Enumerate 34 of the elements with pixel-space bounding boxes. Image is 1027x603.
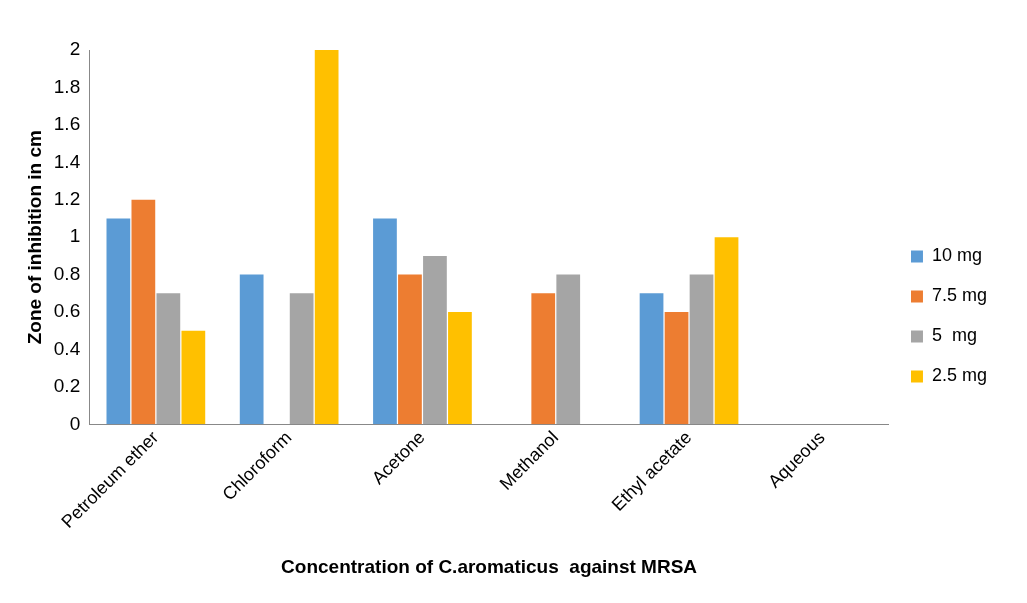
y-tick-label: 0.6 — [53, 300, 81, 322]
y-tick-label: 2 — [69, 38, 81, 60]
bar — [639, 293, 664, 425]
bar — [714, 237, 739, 425]
bar — [689, 274, 714, 425]
bar — [423, 255, 447, 425]
y-tick-label: 0 — [69, 412, 81, 434]
bar — [556, 274, 581, 425]
y-tick-label: 1.6 — [53, 113, 81, 135]
y-tick-label: 0.8 — [53, 262, 81, 284]
y-tick-label: 1.4 — [53, 150, 81, 172]
bar — [239, 274, 264, 425]
legend-label: 10 mg — [931, 245, 982, 266]
y-tick-label: 1.2 — [53, 187, 81, 209]
y-tick-label: 1 — [69, 225, 81, 247]
bar — [131, 199, 156, 425]
bar — [106, 218, 131, 425]
y-tick-label: 0.2 — [53, 375, 81, 397]
bar — [289, 293, 314, 425]
y-tick-label: 0.4 — [53, 337, 81, 359]
legend-label: 2.5 mg — [931, 365, 987, 386]
legend-label: 5 mg — [931, 325, 977, 346]
bar — [181, 330, 206, 425]
y-tick-label: 1.8 — [53, 75, 81, 97]
bar — [531, 293, 556, 425]
legend-label: 7.5 mg — [931, 285, 987, 306]
bar — [373, 218, 397, 425]
bar — [664, 312, 689, 425]
x-axis-title: Concentration of C.aromaticus against MRSA — [281, 555, 698, 577]
bar — [156, 293, 181, 425]
bar — [448, 312, 472, 425]
y-axis-title: Zone of inhibition in cm — [23, 130, 45, 345]
bar — [314, 50, 339, 425]
bar — [398, 274, 422, 425]
